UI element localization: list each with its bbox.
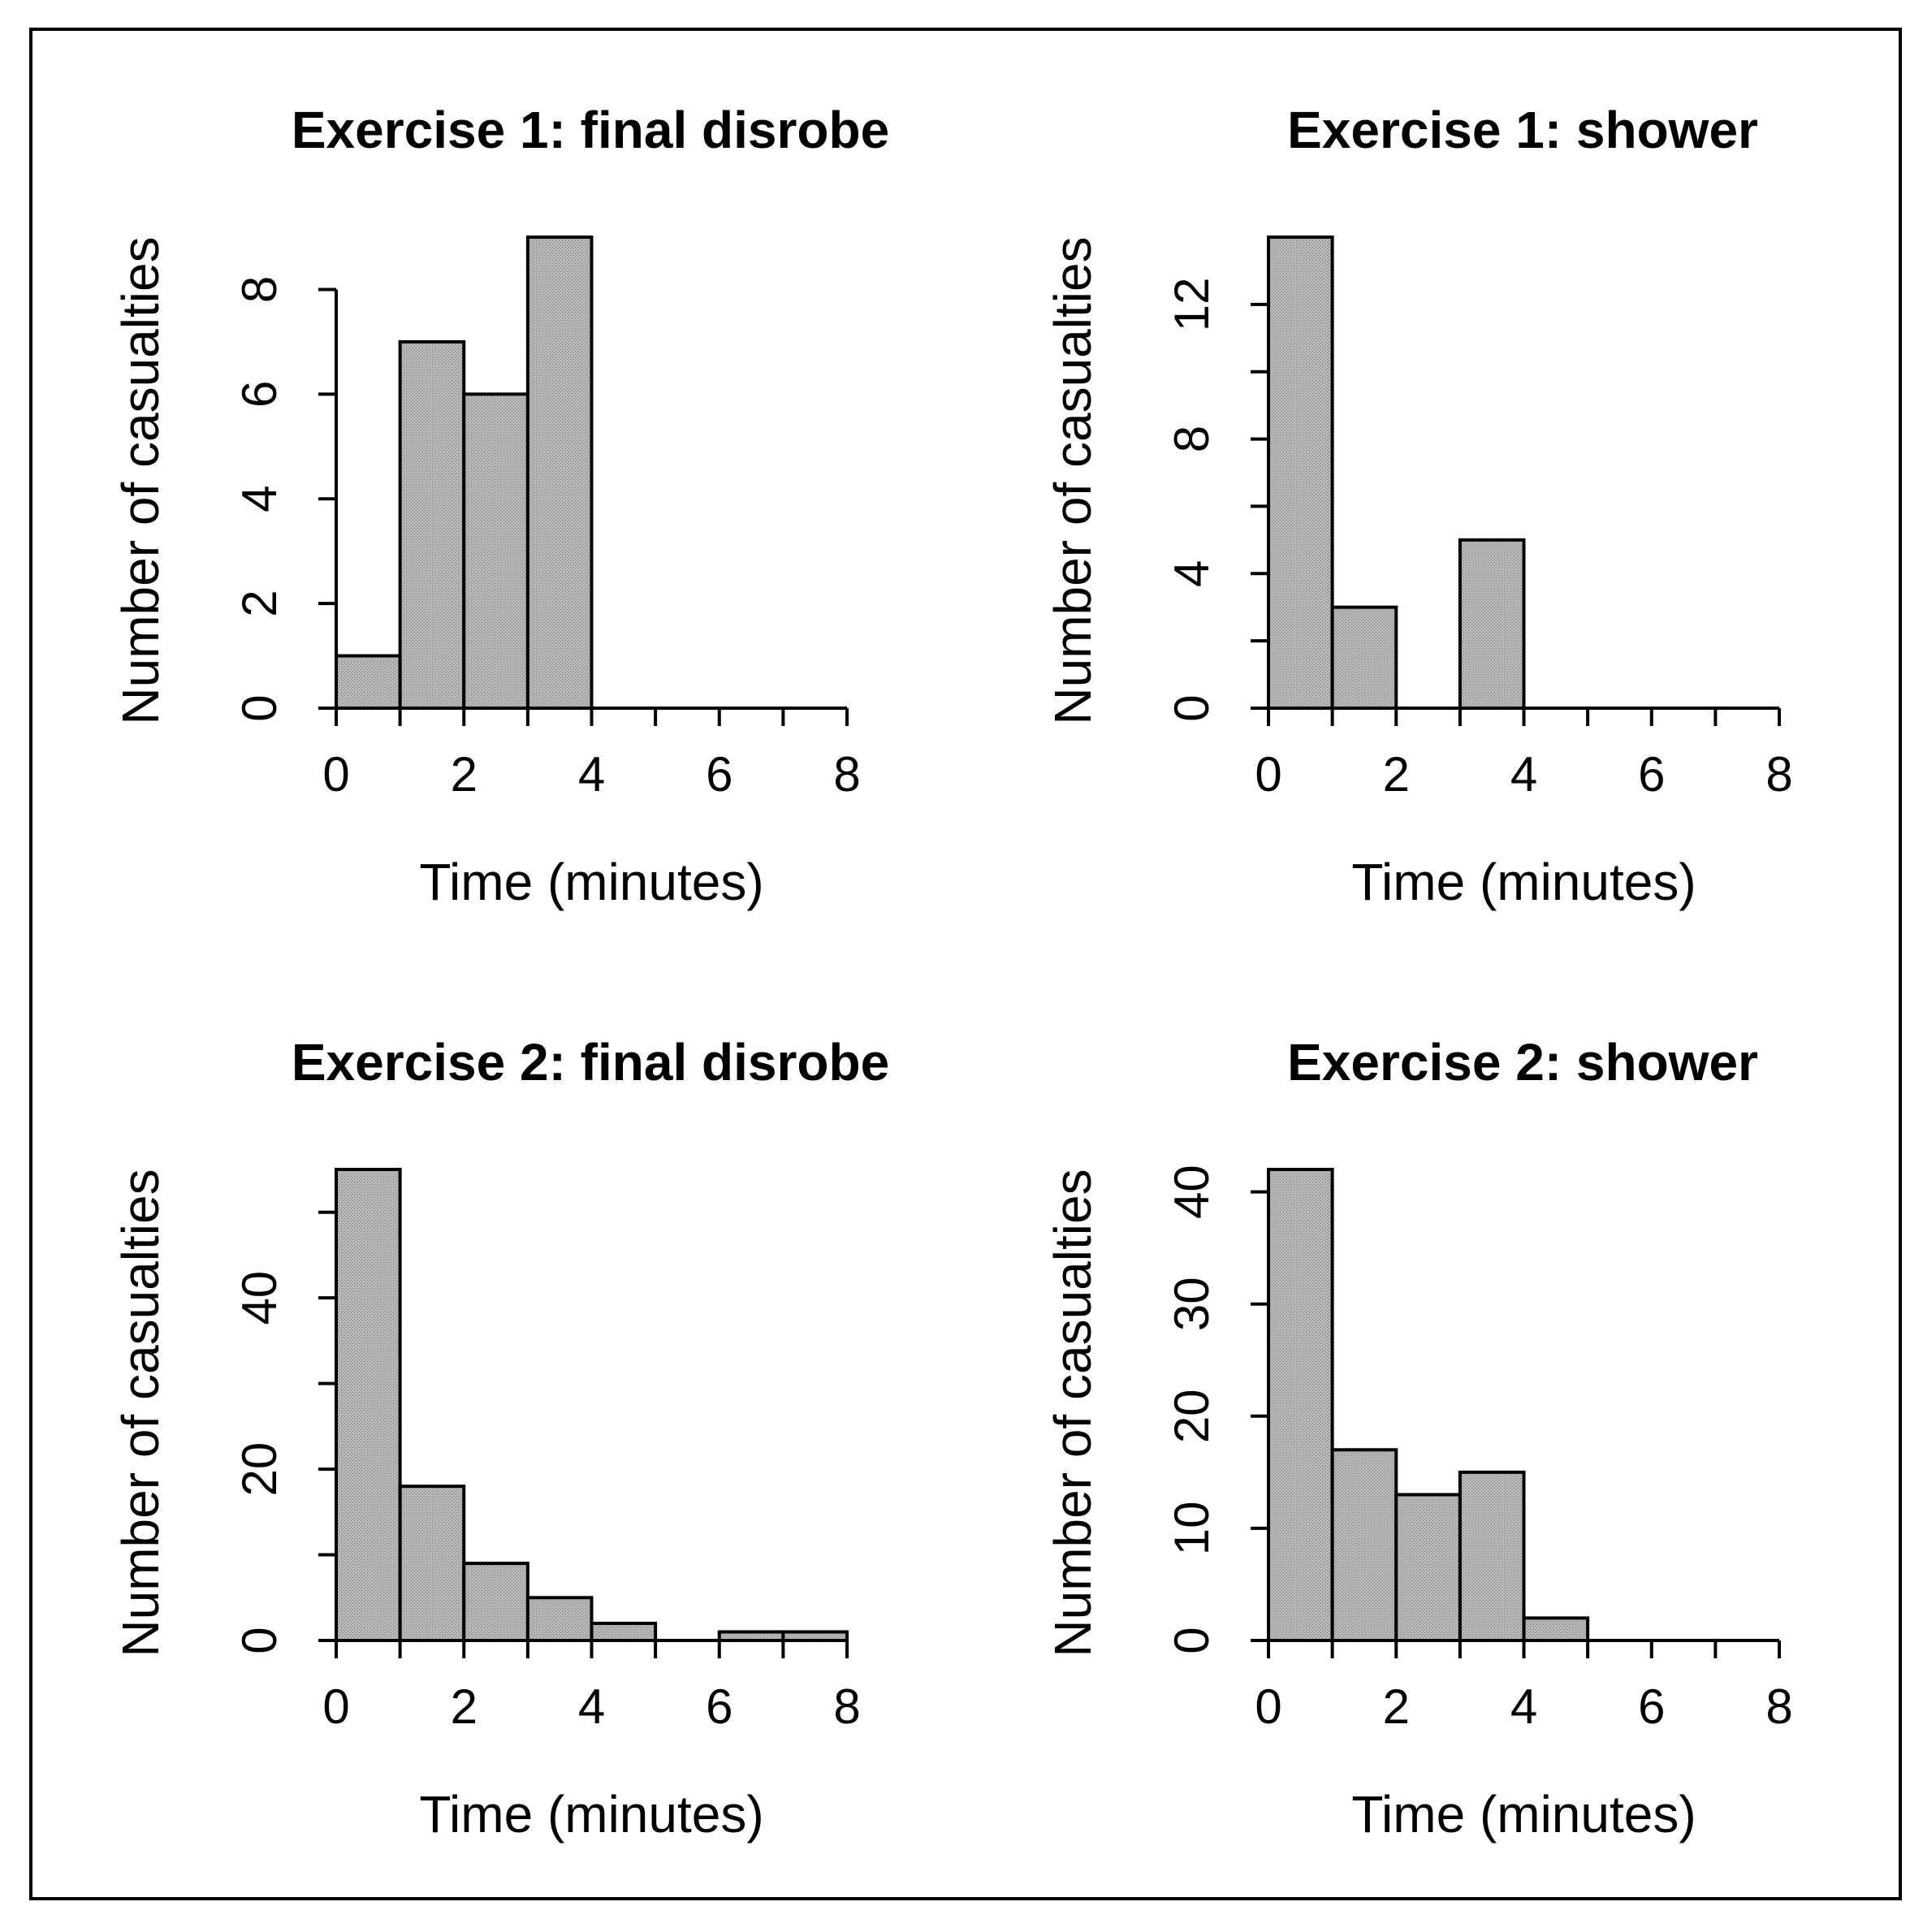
- y-tick-label-ex2-shower-20: 20: [1165, 1389, 1219, 1443]
- bar-ex2-disrobe-bin-0: [335, 1168, 402, 1642]
- bar-ex1-shower-bin-3: [1458, 538, 1526, 710]
- bar-ex2-shower-bin-3: [1458, 1470, 1526, 1643]
- x-tick-label-ex1-shower-0: 0: [1255, 747, 1281, 802]
- x-tick-label-ex1-disrobe-0: 0: [322, 747, 349, 802]
- chart-title-ex1-disrobe: Exercise 1: final disrobe: [292, 101, 889, 159]
- x-axis-label-ex2-shower: Time (minutes): [1351, 1785, 1696, 1843]
- x-tick-label-ex2-disrobe-0: 0: [322, 1679, 349, 1734]
- x-tick-label-ex1-disrobe-4: 4: [578, 747, 605, 802]
- bar-ex1-disrobe-bin-1: [398, 339, 466, 710]
- x-tick-label-ex2-disrobe-6: 6: [706, 1679, 732, 1734]
- x-tick-label-ex2-shower-2: 2: [1383, 1679, 1410, 1734]
- y-tick-label-ex2-disrobe-20: 20: [232, 1442, 287, 1497]
- x-tick-label-ex1-disrobe-8: 8: [833, 747, 860, 802]
- x-tick-label-ex2-disrobe-8: 8: [833, 1679, 860, 1734]
- chart-panel-ex2-shower: Exercise 2: shower 0 2 4 6 8 0 10 20 30 40 Time (mi…: [1044, 1033, 1793, 1843]
- y-tick-label-ex1-disrobe-8: 8: [232, 276, 287, 303]
- y-axis-label-ex1-shower: Number of casualties: [1044, 236, 1102, 724]
- chart-panel-ex1-disrobe: Exercise 1: final disrobe 0 2 4 6 8 0 2 4 6 8 Time …: [111, 101, 889, 911]
- x-tick-label-ex1-shower-2: 2: [1383, 747, 1410, 802]
- figure-frame: [29, 28, 1902, 1900]
- y-tick-label-ex2-shower-30: 30: [1165, 1277, 1219, 1331]
- bar-ex2-disrobe-bin-1: [398, 1485, 466, 1642]
- chart-panel-ex2-disrobe: Exercise 2: final disrobe 0 2 4 6 8 0 20 40 Time …: [111, 1033, 889, 1843]
- y-tick-label-ex1-disrobe-4: 4: [232, 486, 287, 512]
- y-tick-label-ex1-disrobe-6: 6: [232, 381, 287, 408]
- y-tick-label-ex1-shower-8: 8: [1165, 426, 1219, 452]
- bar-ex1-shower-bin-1: [1330, 605, 1398, 711]
- y-tick-label-ex2-shower-10: 10: [1165, 1502, 1219, 1556]
- x-tick-label-ex1-shower-6: 6: [1638, 747, 1665, 802]
- y-tick-label-ex2-disrobe-40: 40: [232, 1271, 287, 1325]
- y-axis-label-ex2-shower: Number of casualties: [1044, 1169, 1102, 1657]
- x-tick-label-ex2-shower-0: 0: [1255, 1679, 1281, 1734]
- y-tick-label-ex1-shower-4: 4: [1165, 560, 1219, 587]
- x-tick-label-ex1-disrobe-6: 6: [706, 747, 732, 802]
- bar-ex2-shower-bin-0: [1267, 1168, 1334, 1642]
- chart-title-ex2-disrobe: Exercise 2: final disrobe: [292, 1033, 889, 1091]
- bar-ex1-disrobe-bin-2: [462, 392, 529, 710]
- bar-ex2-shower-bin-1: [1330, 1448, 1398, 1642]
- x-axis-label-ex1-shower: Time (minutes): [1351, 853, 1696, 911]
- x-tick-label-ex1-shower-8: 8: [1765, 747, 1792, 802]
- bar-ex1-disrobe-bin-3: [525, 236, 594, 710]
- bar-ex2-disrobe-bin-3: [525, 1596, 594, 1642]
- y-tick-label-ex2-disrobe-0: 0: [232, 1627, 287, 1653]
- x-axis-label-ex1-disrobe: Time (minutes): [419, 853, 763, 911]
- bar-ex2-shower-bin-2: [1394, 1493, 1462, 1642]
- x-tick-label-ex2-shower-4: 4: [1510, 1679, 1537, 1734]
- chart-title-ex1-shower: Exercise 1: shower: [1287, 101, 1758, 159]
- x-tick-label-ex1-shower-4: 4: [1510, 747, 1537, 802]
- bar-ex1-shower-bin-0: [1267, 236, 1334, 710]
- x-axis-label-ex2-disrobe: Time (minutes): [419, 1785, 763, 1843]
- y-tick-label-ex1-shower-12: 12: [1165, 277, 1219, 331]
- y-tick-label-ex1-disrobe-2: 2: [232, 590, 287, 616]
- chart-panel-ex1-shower: Exercise 1: shower 0 2 4 6 8 0 4 8 12 Time (minute…: [1044, 101, 1793, 911]
- y-tick-label-ex1-disrobe-0: 0: [232, 694, 287, 721]
- y-tick-label-ex2-shower-0: 0: [1165, 1627, 1219, 1653]
- x-tick-label-ex2-shower-8: 8: [1765, 1679, 1792, 1734]
- x-tick-label-ex2-disrobe-4: 4: [578, 1679, 605, 1734]
- bar-ex2-disrobe-bin-2: [462, 1562, 529, 1643]
- bar-ex2-shower-bin-4: [1522, 1616, 1590, 1643]
- x-tick-label-ex1-disrobe-2: 2: [451, 747, 478, 802]
- x-tick-label-ex2-disrobe-2: 2: [451, 1679, 478, 1734]
- x-tick-label-ex2-shower-6: 6: [1638, 1679, 1665, 1734]
- bar-ex2-disrobe-bin-4: [590, 1621, 658, 1642]
- chart-title-ex2-shower: Exercise 2: shower: [1287, 1033, 1758, 1091]
- y-axis-label-ex1-disrobe: Number of casualties: [111, 236, 170, 724]
- y-axis-label-ex2-disrobe: Number of casualties: [111, 1169, 170, 1657]
- y-tick-label-ex2-shower-40: 40: [1165, 1165, 1219, 1219]
- bar-ex1-disrobe-bin-0: [335, 654, 402, 710]
- y-tick-label-ex1-shower-0: 0: [1165, 694, 1219, 721]
